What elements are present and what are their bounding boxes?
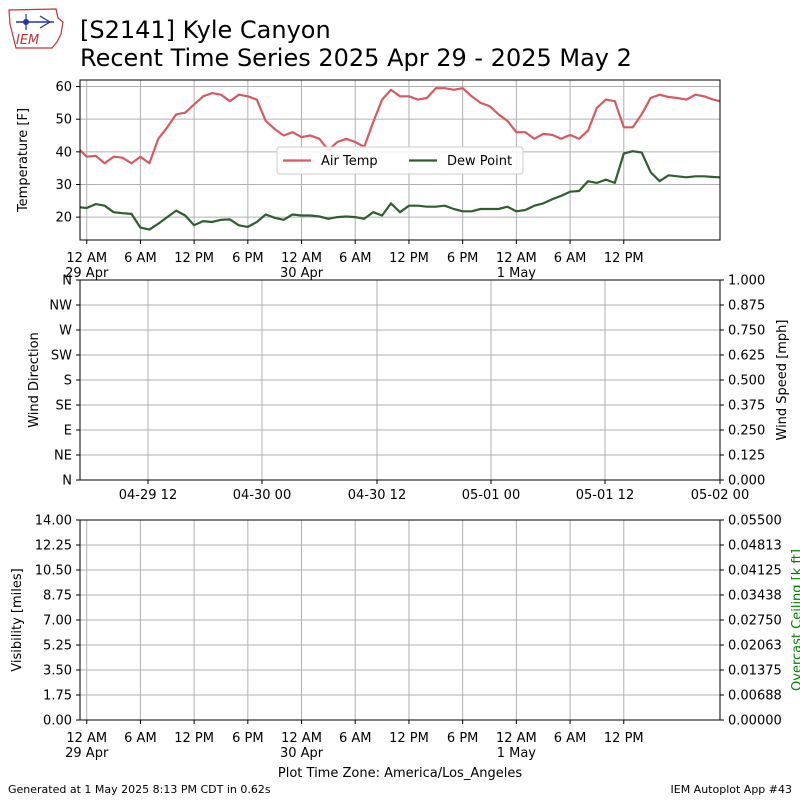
- temp-ytick-label: 60: [55, 80, 72, 95]
- temp-xtick-date: 1 May: [497, 266, 537, 281]
- wind-speed-tick-label: 0.250: [728, 424, 765, 439]
- wind-xtick-label: 04-30 00: [233, 488, 291, 503]
- wind-xtick-label: 04-30 12: [348, 488, 406, 503]
- temp-xtick-label: 6 PM: [447, 251, 478, 266]
- wind-speed-tick-label: 1.000: [728, 274, 765, 289]
- visibility-tick-label: 8.75: [43, 589, 72, 604]
- visibility-plot-frame: [79, 519, 721, 721]
- ceiling-tick-label: 0.02750: [728, 614, 782, 629]
- legend-box: [276, 146, 524, 175]
- visibility-xtick-label: 12 PM: [174, 731, 214, 746]
- visibility-xtick-label: 6 AM: [124, 731, 157, 746]
- temp-xtick-date: 29 Apr: [65, 266, 109, 281]
- ceiling-tick-label: 0.04125: [728, 564, 782, 579]
- wind-xtick-label: 05-02 00: [691, 488, 749, 503]
- temp-xtick-label: 6 AM: [339, 251, 372, 266]
- temp-plot-frame: [79, 79, 721, 241]
- logo-text: IEM: [16, 33, 39, 48]
- wind-speed-axis-label: Wind Speed [mph]: [775, 320, 790, 441]
- wind-direction-tick-label: S: [64, 374, 72, 389]
- temp-xtick-label: 12 AM: [66, 251, 107, 266]
- temp-xtick-label: 12 AM: [281, 251, 322, 266]
- visibility-tick-label: 10.50: [35, 564, 72, 579]
- visibility-tick-label: 7.00: [43, 614, 72, 629]
- visibility-tick-label: 5.25: [43, 639, 72, 654]
- visibility-tick-label: 14.00: [35, 514, 72, 529]
- visibility-xtick-label: 12 PM: [389, 731, 429, 746]
- visibility-xtick-label: 12 AM: [281, 731, 322, 746]
- chart-title-line-1: [S2141] Kyle Canyon: [80, 16, 331, 44]
- visibility-tick-label: 1.75: [43, 689, 72, 704]
- visibility-xtick-date: 1 May: [497, 746, 537, 761]
- wind-direction-tick-label: N: [62, 474, 72, 489]
- legend-label-air-temp: Air Temp: [321, 154, 378, 169]
- wind-direction-tick-label: NE: [54, 449, 72, 464]
- wind-direction-tick-label: SW: [51, 349, 72, 364]
- chart-title-line-2: Recent Time Series 2025 Apr 29 - 2025 Ma…: [80, 44, 632, 72]
- wind-direction-tick-label: E: [64, 424, 72, 439]
- temp-ytick-label: 50: [55, 113, 72, 128]
- wind-direction-tick-label: N: [62, 274, 72, 289]
- temp-xtick-label: 6 AM: [124, 251, 157, 266]
- temp-xtick-label: 12 PM: [174, 251, 214, 266]
- ceiling-tick-label: 0.00688: [728, 689, 782, 704]
- wind-speed-tick-label: 0.625: [728, 349, 765, 364]
- wind-speed-tick-label: 0.125: [728, 449, 765, 464]
- temp-xtick-label: 12 PM: [604, 251, 644, 266]
- wind-speed-tick-label: 0.375: [728, 399, 765, 414]
- visibility-xtick-label: 12 AM: [66, 731, 107, 746]
- temp-xtick-label: 6 AM: [554, 251, 587, 266]
- visibility-tick-label: 12.25: [35, 539, 72, 554]
- wind-xtick-label: 04-29 12: [119, 488, 177, 503]
- temp-ytick-label: 20: [55, 211, 72, 226]
- wind-xtick-label: 05-01 00: [462, 488, 520, 503]
- visibility-xtick-label: 6 PM: [232, 731, 263, 746]
- visibility-tick-label: 3.50: [43, 664, 72, 679]
- dew-point-line: [79, 150, 721, 231]
- ceiling-axis-label: Overcast Ceiling [k ft]: [790, 549, 800, 691]
- visibility-xtick-label: 6 AM: [554, 731, 587, 746]
- wind-direction-tick-label: NW: [49, 299, 72, 314]
- air-temp-line: [79, 87, 721, 165]
- temp-xtick-label: 12 AM: [496, 251, 537, 266]
- ceiling-tick-label: 0.02063: [728, 639, 782, 654]
- visibility-xtick-label: 6 AM: [339, 731, 372, 746]
- temp-xtick-label: 12 PM: [389, 251, 429, 266]
- wind-speed-tick-label: 0.000: [728, 474, 765, 489]
- ceiling-tick-label: 0.05500: [728, 514, 782, 529]
- ceiling-tick-label: 0.00000: [728, 714, 782, 729]
- wind-speed-tick-label: 0.875: [728, 299, 765, 314]
- wind-plot-frame: [79, 279, 721, 481]
- footer-generated: Generated at 1 May 2025 8:13 PM CDT in 0…: [8, 783, 271, 796]
- wind-speed-tick-label: 0.500: [728, 374, 765, 389]
- temp-axis-label: Temperature [F]: [16, 108, 31, 213]
- ceiling-tick-label: 0.03438: [728, 589, 782, 604]
- visibility-xtick-label: 12 PM: [604, 731, 644, 746]
- visibility-axis-label: Visibility [miles]: [10, 568, 25, 671]
- temp-xtick-date: 30 Apr: [280, 266, 324, 281]
- wind-direction-axis-label: Wind Direction: [27, 332, 42, 428]
- visibility-xtick-date: 29 Apr: [65, 746, 109, 761]
- wind-xtick-label: 05-01 12: [576, 488, 634, 503]
- iem-logo: IEM: [8, 8, 64, 49]
- wind-speed-tick-label: 0.750: [728, 324, 765, 339]
- wind-direction-tick-label: W: [59, 324, 72, 339]
- ceiling-tick-label: 0.01375: [728, 664, 782, 679]
- visibility-tick-label: 0.00: [43, 714, 72, 729]
- temp-ytick-label: 30: [55, 178, 72, 193]
- legend-label-dew-point: Dew Point: [447, 154, 512, 169]
- x-axis-label: Plot Time Zone: America/Los_Angeles: [278, 766, 522, 781]
- temp-ytick-label: 40: [55, 145, 72, 160]
- visibility-xtick-label: 6 PM: [447, 731, 478, 746]
- wind-direction-tick-label: SE: [56, 399, 72, 414]
- visibility-xtick-date: 30 Apr: [280, 746, 324, 761]
- temp-xtick-label: 6 PM: [232, 251, 263, 266]
- footer-app-id: IEM Autoplot App #43: [670, 783, 793, 796]
- ceiling-tick-label: 0.04813: [728, 539, 782, 554]
- visibility-xtick-label: 12 AM: [496, 731, 537, 746]
